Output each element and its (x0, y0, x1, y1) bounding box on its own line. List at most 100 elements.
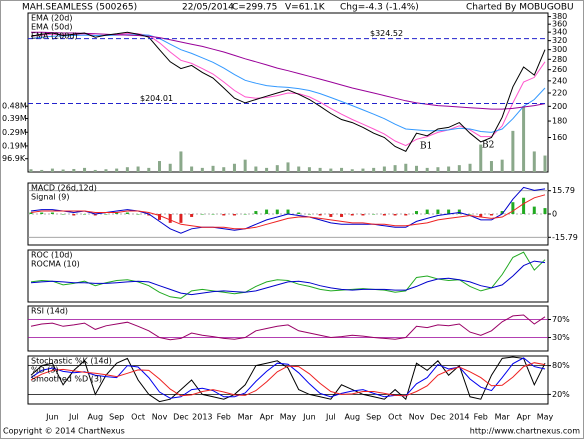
bar (168, 214, 172, 223)
bar (447, 166, 451, 172)
bar (532, 206, 536, 214)
bar (318, 214, 322, 216)
series-line (30, 356, 546, 403)
bar (522, 197, 526, 214)
bar (211, 165, 215, 172)
x-tick-label: Mar (495, 413, 511, 422)
bar (232, 163, 236, 172)
x-tick-label: Oct (388, 413, 402, 422)
close: C=299.75 (232, 3, 277, 13)
bar (147, 214, 151, 216)
bar (307, 214, 311, 215)
credit: Charted By MOBUGOBU (466, 3, 574, 13)
legend-entry: MACD (26d,12d) (31, 184, 97, 193)
bar (72, 168, 76, 172)
series-line (30, 31, 546, 152)
bar (104, 169, 108, 172)
y-tick-label: 280 (552, 55, 567, 64)
change: Chg=-4.3 (-1.4%) (340, 3, 419, 13)
bar (329, 168, 333, 172)
bar (222, 167, 226, 172)
bar (179, 151, 183, 172)
legend-entry: ROC (10d) (31, 251, 72, 260)
bar (350, 214, 354, 216)
bar (361, 214, 365, 216)
bar (83, 167, 87, 172)
bar (200, 214, 204, 215)
bar (168, 163, 172, 172)
bar (243, 159, 247, 172)
bar (318, 167, 322, 172)
bar (457, 165, 461, 172)
bar (200, 167, 204, 172)
series-line (30, 362, 546, 397)
stock-title: MAH.SEAMLESS (500265) (22, 3, 137, 13)
bar (50, 168, 54, 172)
bar (158, 214, 161, 220)
bar (436, 167, 440, 172)
bar (83, 214, 87, 215)
bar (372, 214, 376, 215)
y-tick-label: 240 (552, 76, 567, 85)
y-tick-label: -15.79 (552, 233, 578, 242)
bar (297, 212, 301, 214)
bar (115, 212, 119, 214)
bar (543, 155, 547, 172)
bar (158, 161, 161, 172)
level-label: $204.01 (140, 94, 173, 103)
y2-tick-label: 96.9K (2, 154, 26, 163)
bar (361, 168, 365, 172)
x-tick-label: 2014 (449, 413, 469, 422)
panel-frame (27, 249, 549, 303)
x-tick-label: Aug (87, 413, 103, 422)
bar (190, 214, 194, 217)
bar (243, 214, 247, 215)
bar (500, 159, 504, 172)
bar (532, 151, 536, 172)
bar (404, 163, 408, 172)
y-tick-label: 15.79 (552, 186, 575, 195)
bar (232, 214, 236, 216)
bar (543, 208, 547, 214)
y-tick-label: 180 (552, 117, 567, 126)
bar (329, 214, 333, 217)
x-tick-label: Jun (302, 413, 316, 422)
y-tick-label: 260 (552, 65, 567, 74)
series-line (30, 314, 546, 341)
bar (393, 214, 397, 216)
y-tick-label: 300 (552, 45, 567, 54)
bar (29, 212, 33, 214)
legend-entry: EMA (20d) (31, 14, 72, 23)
x-tick-label: Jun (45, 413, 59, 422)
level-label: $324.52 (370, 29, 403, 38)
bar (404, 214, 408, 216)
bar (275, 165, 279, 172)
y2-tick-label: 0.19M (2, 141, 27, 150)
bar (104, 214, 108, 215)
bar (500, 211, 504, 214)
url: http://www.chartnexus.com (470, 427, 580, 436)
bar (425, 209, 429, 214)
bar (265, 209, 269, 214)
x-tick-label: Jul (68, 413, 79, 422)
bar (286, 209, 290, 214)
annotation: B1 (420, 142, 432, 152)
bar (72, 214, 76, 216)
bar (382, 166, 386, 172)
x-tick-label: Aug (344, 413, 360, 422)
x-tick-label: May (280, 413, 297, 422)
bar (40, 169, 44, 172)
y2-tick-label: 0.48M (2, 102, 27, 111)
legend-entry: EMA (50d) (31, 23, 72, 32)
bar (436, 209, 440, 214)
x-tick-label: Sep (366, 413, 381, 422)
bar (415, 165, 418, 172)
bar (254, 211, 258, 214)
bar (393, 165, 397, 172)
bar (522, 106, 526, 172)
bar (457, 209, 461, 214)
bar (190, 166, 194, 172)
bar (382, 214, 386, 216)
legend-entry: Signal (9) (31, 193, 69, 202)
